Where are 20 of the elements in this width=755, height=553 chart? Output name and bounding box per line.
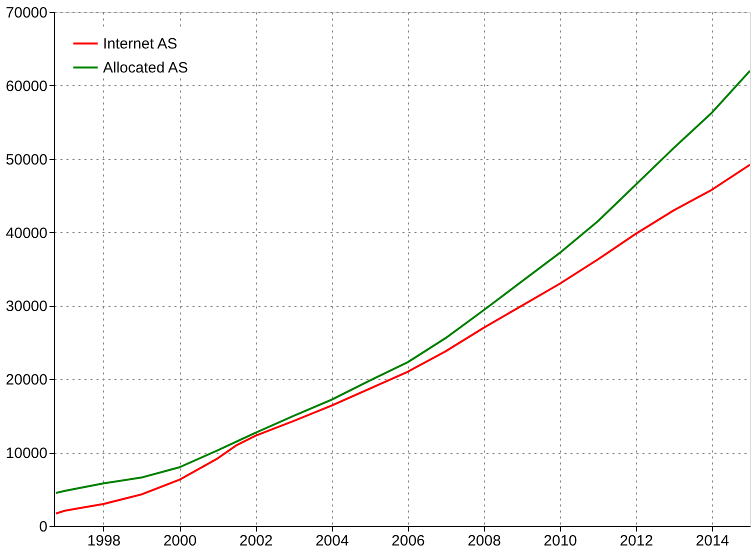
x-tick-label: 2014	[696, 532, 730, 550]
x-tick-label: 2008	[468, 532, 501, 550]
y-tick-label: 50000	[6, 151, 48, 168]
legend-label: Allocated AS	[103, 60, 188, 76]
x-tick-label: 2010	[544, 532, 578, 550]
y-tick-label: 20000	[6, 372, 48, 389]
y-tick-label: 70000	[6, 4, 48, 22]
legend-label: Internet AS	[103, 36, 178, 52]
x-tick-label: 2012	[620, 532, 654, 550]
x-tick-label: 2002	[239, 532, 273, 550]
x-tick-label: 2006	[392, 532, 425, 550]
line-series	[54, 164, 750, 515]
y-tick-label: 40000	[6, 224, 48, 242]
x-tick-label: 1998	[87, 532, 121, 550]
x-tick-label: 2004	[315, 532, 349, 550]
y-tick-label: 10000	[6, 445, 48, 462]
x-tick-label: 2000	[163, 532, 197, 550]
y-tick-label: 60000	[6, 78, 48, 95]
y-tick-label: 30000	[6, 298, 48, 316]
y-tick-label: 0	[39, 518, 48, 536]
